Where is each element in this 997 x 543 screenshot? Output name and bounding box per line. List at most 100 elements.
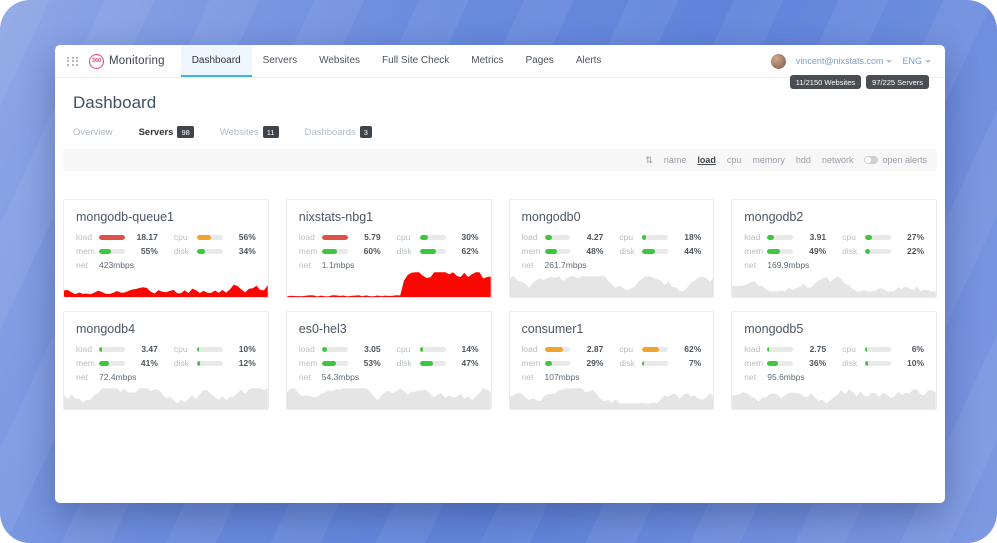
- nav-item-websites[interactable]: Websites: [319, 54, 361, 66]
- tab-dashboards[interactable]: Dashboards 3: [305, 126, 372, 138]
- nav-item-alerts[interactable]: Alerts: [575, 54, 602, 66]
- tab-count-badge: 3: [359, 126, 372, 138]
- user-email-menu[interactable]: vincent@nixstats.com: [796, 56, 893, 66]
- nav-item-full-site-check[interactable]: Full Site Check: [382, 54, 450, 66]
- metric-label: mem: [298, 246, 318, 256]
- apps-grid-icon[interactable]: [67, 56, 79, 66]
- sparkline-chart: [509, 388, 714, 409]
- summary-badge: 11/2150 Websites: [789, 75, 862, 89]
- metric-mem: mem 60%: [299, 246, 381, 256]
- metric-label: mem: [744, 246, 764, 256]
- disk-bar: [642, 360, 669, 366]
- metric-cpu: cpu 18%: [619, 232, 701, 242]
- metric-label: load: [298, 344, 315, 354]
- metric-load: load 2.87: [522, 344, 604, 354]
- server-name[interactable]: mongodb5: [744, 322, 804, 336]
- open-alerts-toggle[interactable]: open alerts: [864, 155, 927, 165]
- server-name[interactable]: mongodb2: [744, 210, 804, 224]
- cpu-bar: [642, 346, 669, 352]
- nav-item-dashboard[interactable]: Dashboard: [180, 45, 252, 77]
- logo[interactable]: 360 Monitoring: [89, 45, 165, 77]
- metric-label: disk: [173, 358, 189, 368]
- sparkline-chart: [286, 388, 491, 409]
- app-window: 360 Monitoring Dashboard Servers Websites F…: [55, 45, 945, 503]
- metric-label: load: [744, 344, 761, 354]
- nav-item-pages[interactable]: Pages: [525, 54, 554, 66]
- sort-option-memory[interactable]: memory: [752, 155, 785, 165]
- metric-cpu: cpu 14%: [397, 344, 479, 354]
- server-name[interactable]: consumer1: [521, 322, 584, 336]
- disk-bar: [865, 248, 891, 254]
- net-value: 169.9mbps: [767, 260, 810, 270]
- net-value: 107mbps: [544, 372, 580, 382]
- metric-value: 18.17: [136, 232, 158, 242]
- server-card-mongodb4[interactable]: mongodb4 load 3.47 cpu 10% mem 41% disk …: [63, 311, 269, 410]
- metric-value: 3.91: [809, 232, 827, 242]
- server-name[interactable]: es0-hel3: [298, 322, 347, 336]
- metric-mem: mem 53%: [299, 358, 381, 368]
- server-metrics: load 3.05 cpu 14% mem 53% disk 47% net: [287, 338, 491, 382]
- metric-net: net 169.9mbps: [744, 260, 826, 270]
- metric-value: 10%: [906, 358, 924, 368]
- metric-label: disk: [396, 358, 412, 368]
- metric-value: 48%: [586, 246, 604, 256]
- load-bar: [321, 234, 348, 240]
- cpu-bar: [865, 234, 891, 240]
- nav-item-servers[interactable]: Servers: [262, 54, 298, 66]
- server-name[interactable]: mongodb0: [521, 210, 581, 224]
- metric-value: 18%: [684, 232, 702, 242]
- chevron-down-icon: [886, 59, 893, 63]
- language-menu[interactable]: ENG: [902, 56, 931, 66]
- sort-options: name load cpu memory hdd network: [664, 155, 854, 165]
- metric-cpu: cpu 27%: [842, 232, 924, 242]
- load-bar: [767, 346, 794, 352]
- metric-load: load 18.17: [76, 232, 158, 242]
- metric-label: disk: [619, 358, 635, 368]
- metric-value: 27%: [906, 232, 924, 242]
- sort-option-cpu[interactable]: cpu: [726, 155, 742, 165]
- sparkline-chart: [64, 284, 268, 297]
- server-name[interactable]: mongodb-queue1: [76, 210, 174, 224]
- avatar[interactable]: [770, 53, 786, 69]
- sort-option-load[interactable]: load: [697, 155, 716, 165]
- metric-label: net: [298, 260, 311, 270]
- server-cards-grid: mongodb-queue1 load 18.17 cpu 56% mem 55…: [55, 199, 945, 410]
- metric-label: net: [521, 260, 534, 270]
- tab-label: Dashboards: [304, 126, 356, 138]
- server-card-nixstats-nbg1[interactable]: nixstats-nbg1 load 5.79 cpu 30% mem 60% …: [285, 199, 492, 298]
- tab-servers[interactable]: Servers 98: [139, 126, 194, 138]
- metric-net: net 72.4mbps: [76, 372, 158, 382]
- metric-label: net: [521, 372, 534, 382]
- cpu-bar: [865, 346, 891, 352]
- server-card-consumer1[interactable]: consumer1 load 2.87 cpu 62% mem 29% disk…: [508, 311, 715, 410]
- metric-value: 3.47: [141, 344, 158, 354]
- metric-label: net: [76, 260, 88, 270]
- sort-option-network[interactable]: network: [821, 155, 854, 165]
- metric-label: disk: [619, 246, 635, 256]
- server-card-es0-hel3[interactable]: es0-hel3 load 3.05 cpu 14% mem 53% disk …: [285, 311, 492, 410]
- sort-option-name[interactable]: name: [663, 155, 687, 165]
- metric-label: disk: [842, 246, 858, 256]
- net-value: 261.7mbps: [544, 260, 587, 270]
- cpu-bar: [196, 346, 223, 352]
- metric-value: 6%: [911, 344, 924, 354]
- server-card-mongodb-queue1[interactable]: mongodb-queue1 load 18.17 cpu 56% mem 55…: [63, 199, 269, 298]
- metric-load: load 3.47: [76, 344, 158, 354]
- load-bar: [544, 234, 571, 240]
- tab-overview[interactable]: Overview: [73, 126, 113, 138]
- nav-item-metrics[interactable]: Metrics: [471, 54, 504, 66]
- tab-websites[interactable]: Websites 11: [220, 126, 279, 138]
- server-metrics: load 2.75 cpu 6% mem 36% disk 10% net: [732, 338, 936, 382]
- metric-value: 30%: [461, 232, 479, 242]
- server-card-mongodb2[interactable]: mongodb2 load 3.91 cpu 27% mem 49% disk …: [731, 199, 937, 298]
- mem-bar: [321, 248, 348, 254]
- sort-option-hdd[interactable]: hdd: [795, 155, 811, 165]
- metric-label: cpu: [396, 232, 411, 242]
- server-name[interactable]: mongodb4: [76, 322, 136, 336]
- server-name[interactable]: nixstats-nbg1: [298, 210, 374, 224]
- metric-cpu: cpu 6%: [842, 344, 924, 354]
- main-nav: Dashboard Servers Websites Full Site Check M…: [180, 45, 613, 77]
- metric-label: load: [744, 232, 761, 242]
- server-card-mongodb0[interactable]: mongodb0 load 4.27 cpu 18% mem 48% disk …: [508, 199, 715, 298]
- server-card-mongodb5[interactable]: mongodb5 load 2.75 cpu 6% mem 36% disk 1…: [731, 311, 937, 410]
